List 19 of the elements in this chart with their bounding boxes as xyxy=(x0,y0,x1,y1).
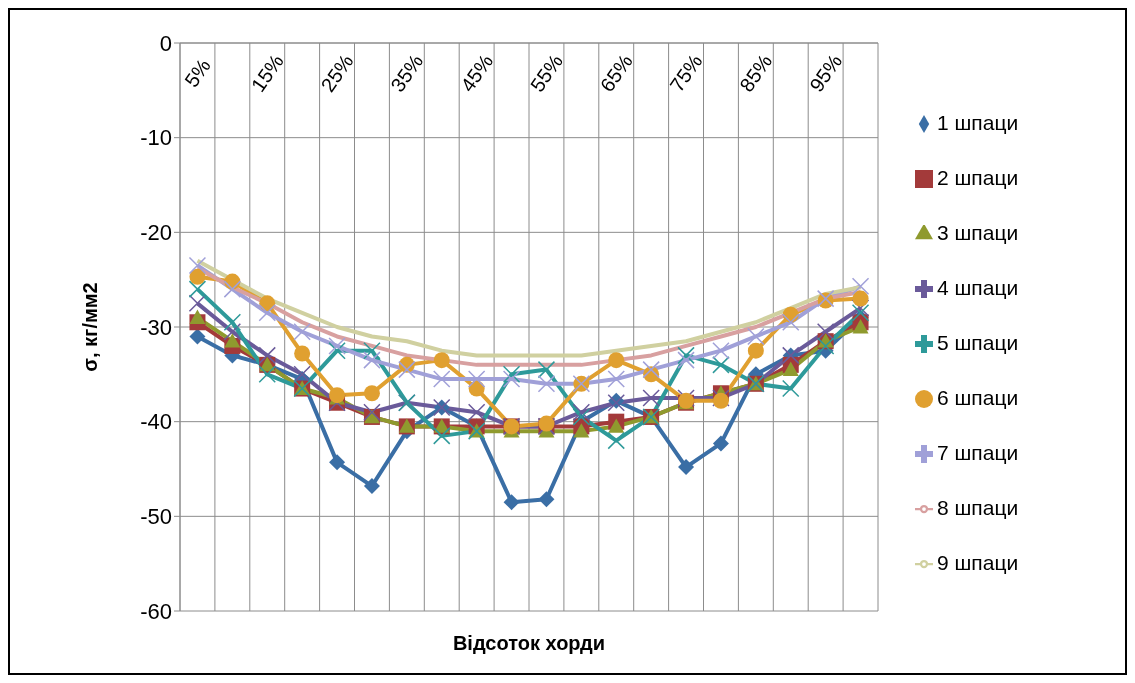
y-tick-label: -20 xyxy=(140,220,172,246)
legend-label: 8 шпаци xyxy=(937,496,1019,519)
y-tick-label: -50 xyxy=(140,504,172,530)
legend-label: 5 шпаци xyxy=(937,331,1019,354)
legend-label: 2 шпаци xyxy=(937,166,1019,189)
legend-label: 1 шпаци xyxy=(937,111,1019,134)
y-axis-title: σ, кг/мм2 xyxy=(79,282,102,372)
legend-label: 7 шпаци xyxy=(937,441,1019,464)
legend-label: 6 шпаци xyxy=(937,386,1019,409)
y-tick-label: -60 xyxy=(140,598,172,624)
y-tick-label: -30 xyxy=(140,314,172,340)
y-tick-label: -10 xyxy=(140,125,172,151)
legend-label: 3 шпаци xyxy=(937,221,1019,244)
legend-label: 9 шпаци xyxy=(937,551,1019,574)
x-tick-label: 5% xyxy=(180,54,215,92)
y-tick-label: -40 xyxy=(140,409,172,435)
x-axis-title: Відсоток хорди xyxy=(451,632,607,655)
y-tick-label: 0 xyxy=(159,30,172,56)
legend-label: 4 шпаци xyxy=(937,276,1019,299)
